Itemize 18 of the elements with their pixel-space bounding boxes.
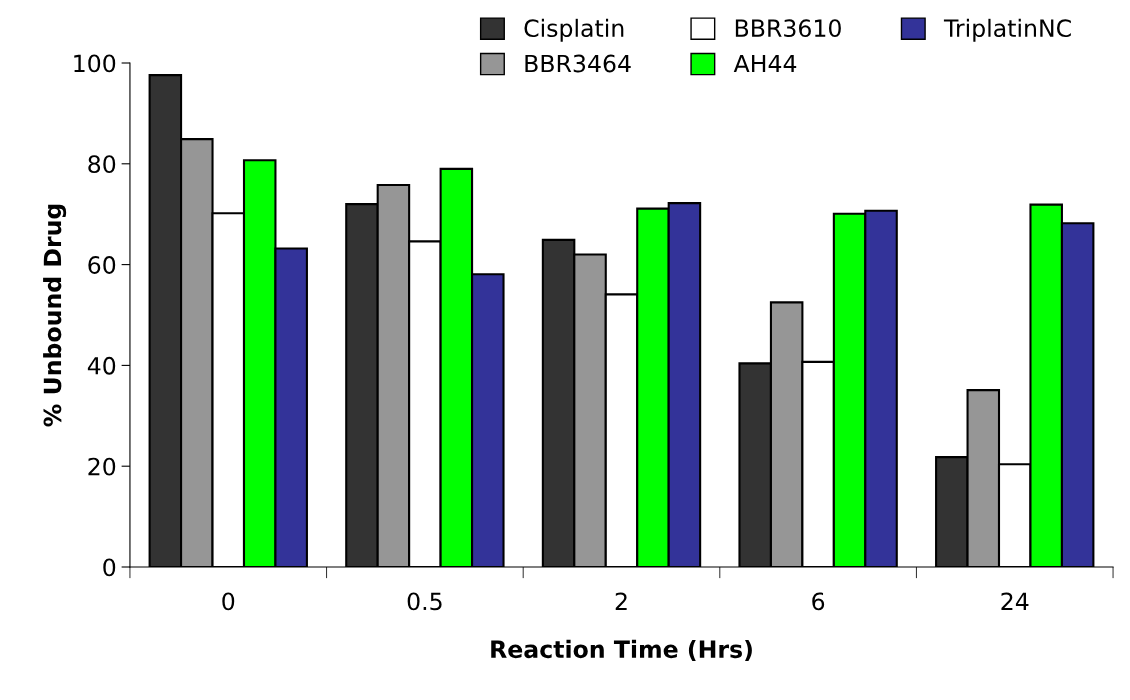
x-tick-label: 24 <box>1001 592 1029 610</box>
x-tick-label: 0 <box>222 592 235 611</box>
x-tick-label: 6 <box>812 592 825 611</box>
y-tick-label: 80 <box>88 155 116 174</box>
x-tick-label: 0.5 <box>407 592 442 611</box>
x-tick-label: 2 <box>615 592 627 610</box>
y-tick-label: 20 <box>88 457 116 476</box>
y-tick-label: 0 <box>103 558 116 577</box>
y-tick-label: 60 <box>88 256 116 274</box>
legend-label: BBR3610 <box>735 19 841 38</box>
y-tick-label: 100 <box>74 54 116 73</box>
y-axis-title: % Unbound Drug <box>43 204 67 427</box>
legend-label: Cisplatin <box>524 18 624 42</box>
x-axis-title: Reaction Time (Hrs) <box>491 639 752 661</box>
legend-label: BBR3464 <box>525 54 631 73</box>
y-tick-label: 40 <box>87 356 116 375</box>
legend-label: TriplatinNC <box>943 18 1071 42</box>
legend-label: AH44 <box>733 54 797 73</box>
